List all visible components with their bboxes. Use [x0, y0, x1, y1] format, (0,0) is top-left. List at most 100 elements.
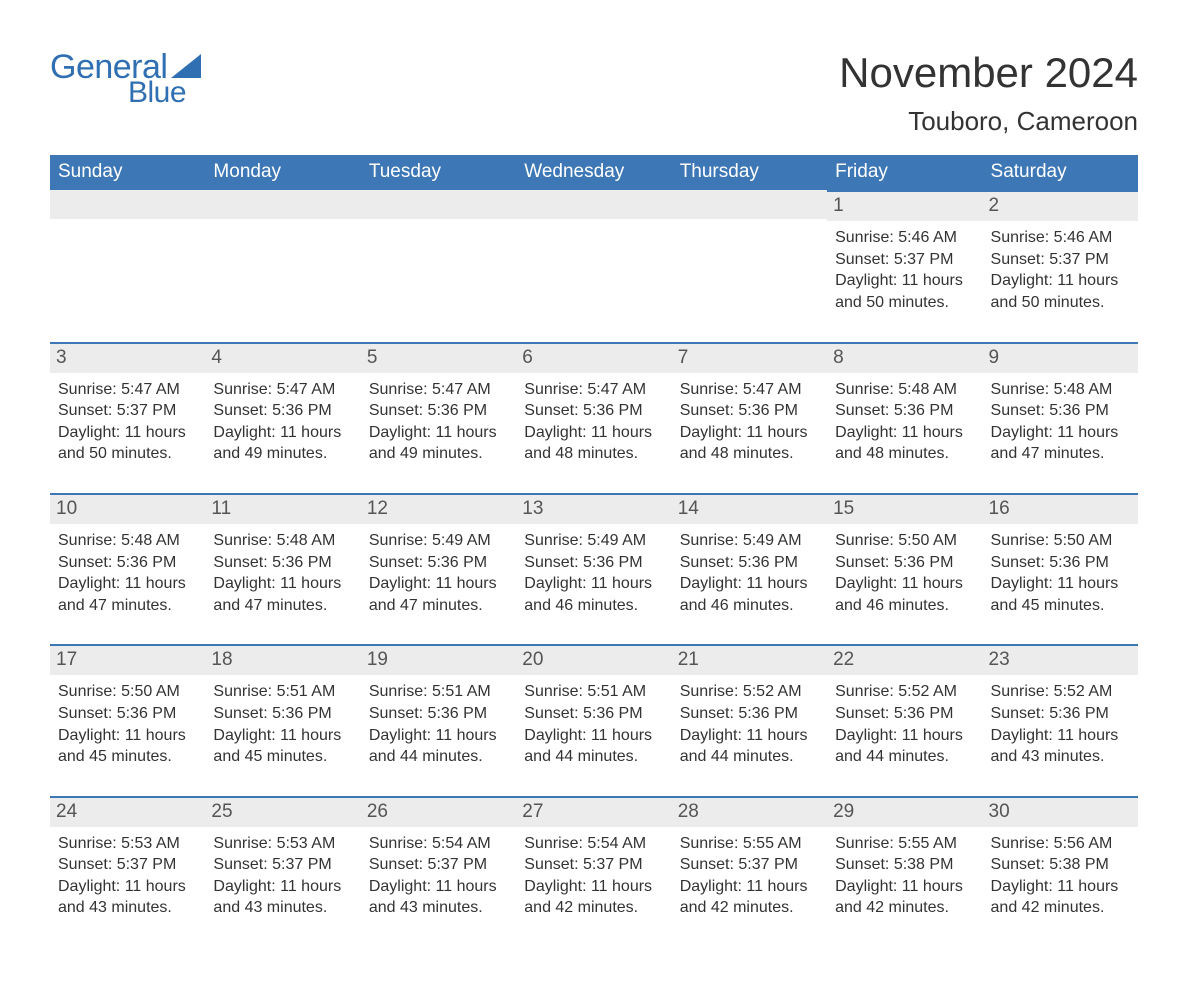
daylight-line: Daylight: 11 hours and 47 minutes. [213, 573, 352, 616]
sunset-line: Sunset: 5:37 PM [213, 854, 352, 876]
sunrise-line: Sunrise: 5:53 AM [58, 833, 197, 855]
sunset-line: Sunset: 5:36 PM [680, 703, 819, 725]
calendar-day-cell: 12Sunrise: 5:49 AMSunset: 5:36 PMDayligh… [361, 493, 516, 644]
empty-day-bar [672, 190, 827, 219]
col-header: Tuesday [361, 155, 516, 190]
daylight-line: Daylight: 11 hours and 46 minutes. [835, 573, 974, 616]
sunrise-line: Sunrise: 5:52 AM [835, 681, 974, 703]
day-number: 24 [50, 796, 205, 827]
day-number: 20 [516, 644, 671, 675]
sunset-line: Sunset: 5:36 PM [524, 552, 663, 574]
calendar-day-cell: 2Sunrise: 5:46 AMSunset: 5:37 PMDaylight… [983, 190, 1138, 341]
sunrise-line: Sunrise: 5:54 AM [524, 833, 663, 855]
calendar-day-cell: 16Sunrise: 5:50 AMSunset: 5:36 PMDayligh… [983, 493, 1138, 644]
calendar-day-cell [50, 190, 205, 341]
daylight-line: Daylight: 11 hours and 44 minutes. [680, 725, 819, 768]
day-number: 3 [50, 342, 205, 373]
sunrise-line: Sunrise: 5:55 AM [835, 833, 974, 855]
daylight-line: Daylight: 11 hours and 50 minutes. [991, 270, 1130, 313]
sunrise-line: Sunrise: 5:47 AM [680, 379, 819, 401]
calendar-header-row: Sunday Monday Tuesday Wednesday Thursday… [50, 155, 1138, 190]
day-number: 29 [827, 796, 982, 827]
daylight-line: Daylight: 11 hours and 42 minutes. [680, 876, 819, 919]
day-number: 15 [827, 493, 982, 524]
daylight-line: Daylight: 11 hours and 48 minutes. [524, 422, 663, 465]
daylight-line: Daylight: 11 hours and 45 minutes. [213, 725, 352, 768]
sunrise-line: Sunrise: 5:48 AM [991, 379, 1130, 401]
sunset-line: Sunset: 5:36 PM [213, 552, 352, 574]
empty-day-bar [361, 190, 516, 219]
sunrise-line: Sunrise: 5:47 AM [213, 379, 352, 401]
empty-day-bar [516, 190, 671, 219]
sunset-line: Sunset: 5:38 PM [991, 854, 1130, 876]
sunset-line: Sunset: 5:36 PM [835, 703, 974, 725]
sunrise-line: Sunrise: 5:48 AM [835, 379, 974, 401]
daylight-line: Daylight: 11 hours and 44 minutes. [524, 725, 663, 768]
col-header: Wednesday [516, 155, 671, 190]
page-title: November 2024 [839, 50, 1138, 96]
day-number: 11 [205, 493, 360, 524]
sunrise-line: Sunrise: 5:51 AM [524, 681, 663, 703]
sunrise-line: Sunrise: 5:46 AM [991, 227, 1130, 249]
daylight-line: Daylight: 11 hours and 49 minutes. [213, 422, 352, 465]
daylight-line: Daylight: 11 hours and 45 minutes. [58, 725, 197, 768]
calendar-day-cell: 30Sunrise: 5:56 AMSunset: 5:38 PMDayligh… [983, 796, 1138, 947]
sunset-line: Sunset: 5:36 PM [680, 552, 819, 574]
calendar-day-cell [516, 190, 671, 341]
day-number: 19 [361, 644, 516, 675]
sunrise-line: Sunrise: 5:48 AM [58, 530, 197, 552]
calendar-day-cell: 21Sunrise: 5:52 AMSunset: 5:36 PMDayligh… [672, 644, 827, 795]
daylight-line: Daylight: 11 hours and 42 minutes. [991, 876, 1130, 919]
sunrise-line: Sunrise: 5:54 AM [369, 833, 508, 855]
col-header: Thursday [672, 155, 827, 190]
sunrise-line: Sunrise: 5:52 AM [991, 681, 1130, 703]
daylight-line: Daylight: 11 hours and 43 minutes. [369, 876, 508, 919]
sunset-line: Sunset: 5:36 PM [369, 703, 508, 725]
sunrise-line: Sunrise: 5:55 AM [680, 833, 819, 855]
sunset-line: Sunset: 5:36 PM [991, 552, 1130, 574]
day-number: 18 [205, 644, 360, 675]
calendar-day-cell: 22Sunrise: 5:52 AMSunset: 5:36 PMDayligh… [827, 644, 982, 795]
day-number: 16 [983, 493, 1138, 524]
calendar-day-cell: 27Sunrise: 5:54 AMSunset: 5:37 PMDayligh… [516, 796, 671, 947]
calendar-day-cell: 14Sunrise: 5:49 AMSunset: 5:36 PMDayligh… [672, 493, 827, 644]
daylight-line: Daylight: 11 hours and 49 minutes. [369, 422, 508, 465]
sunrise-line: Sunrise: 5:49 AM [369, 530, 508, 552]
day-number: 10 [50, 493, 205, 524]
sunrise-line: Sunrise: 5:51 AM [213, 681, 352, 703]
daylight-line: Daylight: 11 hours and 42 minutes. [835, 876, 974, 919]
day-number: 17 [50, 644, 205, 675]
calendar-day-cell: 15Sunrise: 5:50 AMSunset: 5:36 PMDayligh… [827, 493, 982, 644]
sunset-line: Sunset: 5:37 PM [58, 400, 197, 422]
col-header: Saturday [983, 155, 1138, 190]
calendar-day-cell: 28Sunrise: 5:55 AMSunset: 5:37 PMDayligh… [672, 796, 827, 947]
day-number: 27 [516, 796, 671, 827]
day-number: 1 [827, 190, 982, 221]
location-subtitle: Touboro, Cameroon [839, 106, 1138, 137]
sunset-line: Sunset: 5:36 PM [991, 703, 1130, 725]
sunset-line: Sunset: 5:37 PM [369, 854, 508, 876]
sunrise-line: Sunrise: 5:51 AM [369, 681, 508, 703]
calendar-day-cell: 18Sunrise: 5:51 AMSunset: 5:36 PMDayligh… [205, 644, 360, 795]
daylight-line: Daylight: 11 hours and 46 minutes. [680, 573, 819, 616]
sunset-line: Sunset: 5:37 PM [680, 854, 819, 876]
sunrise-line: Sunrise: 5:49 AM [680, 530, 819, 552]
calendar-week-row: 17Sunrise: 5:50 AMSunset: 5:36 PMDayligh… [50, 644, 1138, 795]
sunrise-line: Sunrise: 5:47 AM [369, 379, 508, 401]
daylight-line: Daylight: 11 hours and 50 minutes. [58, 422, 197, 465]
sunset-line: Sunset: 5:36 PM [369, 552, 508, 574]
calendar-day-cell [361, 190, 516, 341]
calendar-day-cell: 10Sunrise: 5:48 AMSunset: 5:36 PMDayligh… [50, 493, 205, 644]
sunset-line: Sunset: 5:36 PM [58, 703, 197, 725]
col-header: Friday [827, 155, 982, 190]
day-number: 7 [672, 342, 827, 373]
sunrise-line: Sunrise: 5:50 AM [991, 530, 1130, 552]
day-number: 21 [672, 644, 827, 675]
day-number: 9 [983, 342, 1138, 373]
sunset-line: Sunset: 5:37 PM [524, 854, 663, 876]
page-header: General Blue November 2024 Touboro, Came… [50, 50, 1138, 137]
col-header: Sunday [50, 155, 205, 190]
calendar-day-cell: 5Sunrise: 5:47 AMSunset: 5:36 PMDaylight… [361, 342, 516, 493]
calendar-week-row: 1Sunrise: 5:46 AMSunset: 5:37 PMDaylight… [50, 190, 1138, 341]
day-number: 26 [361, 796, 516, 827]
